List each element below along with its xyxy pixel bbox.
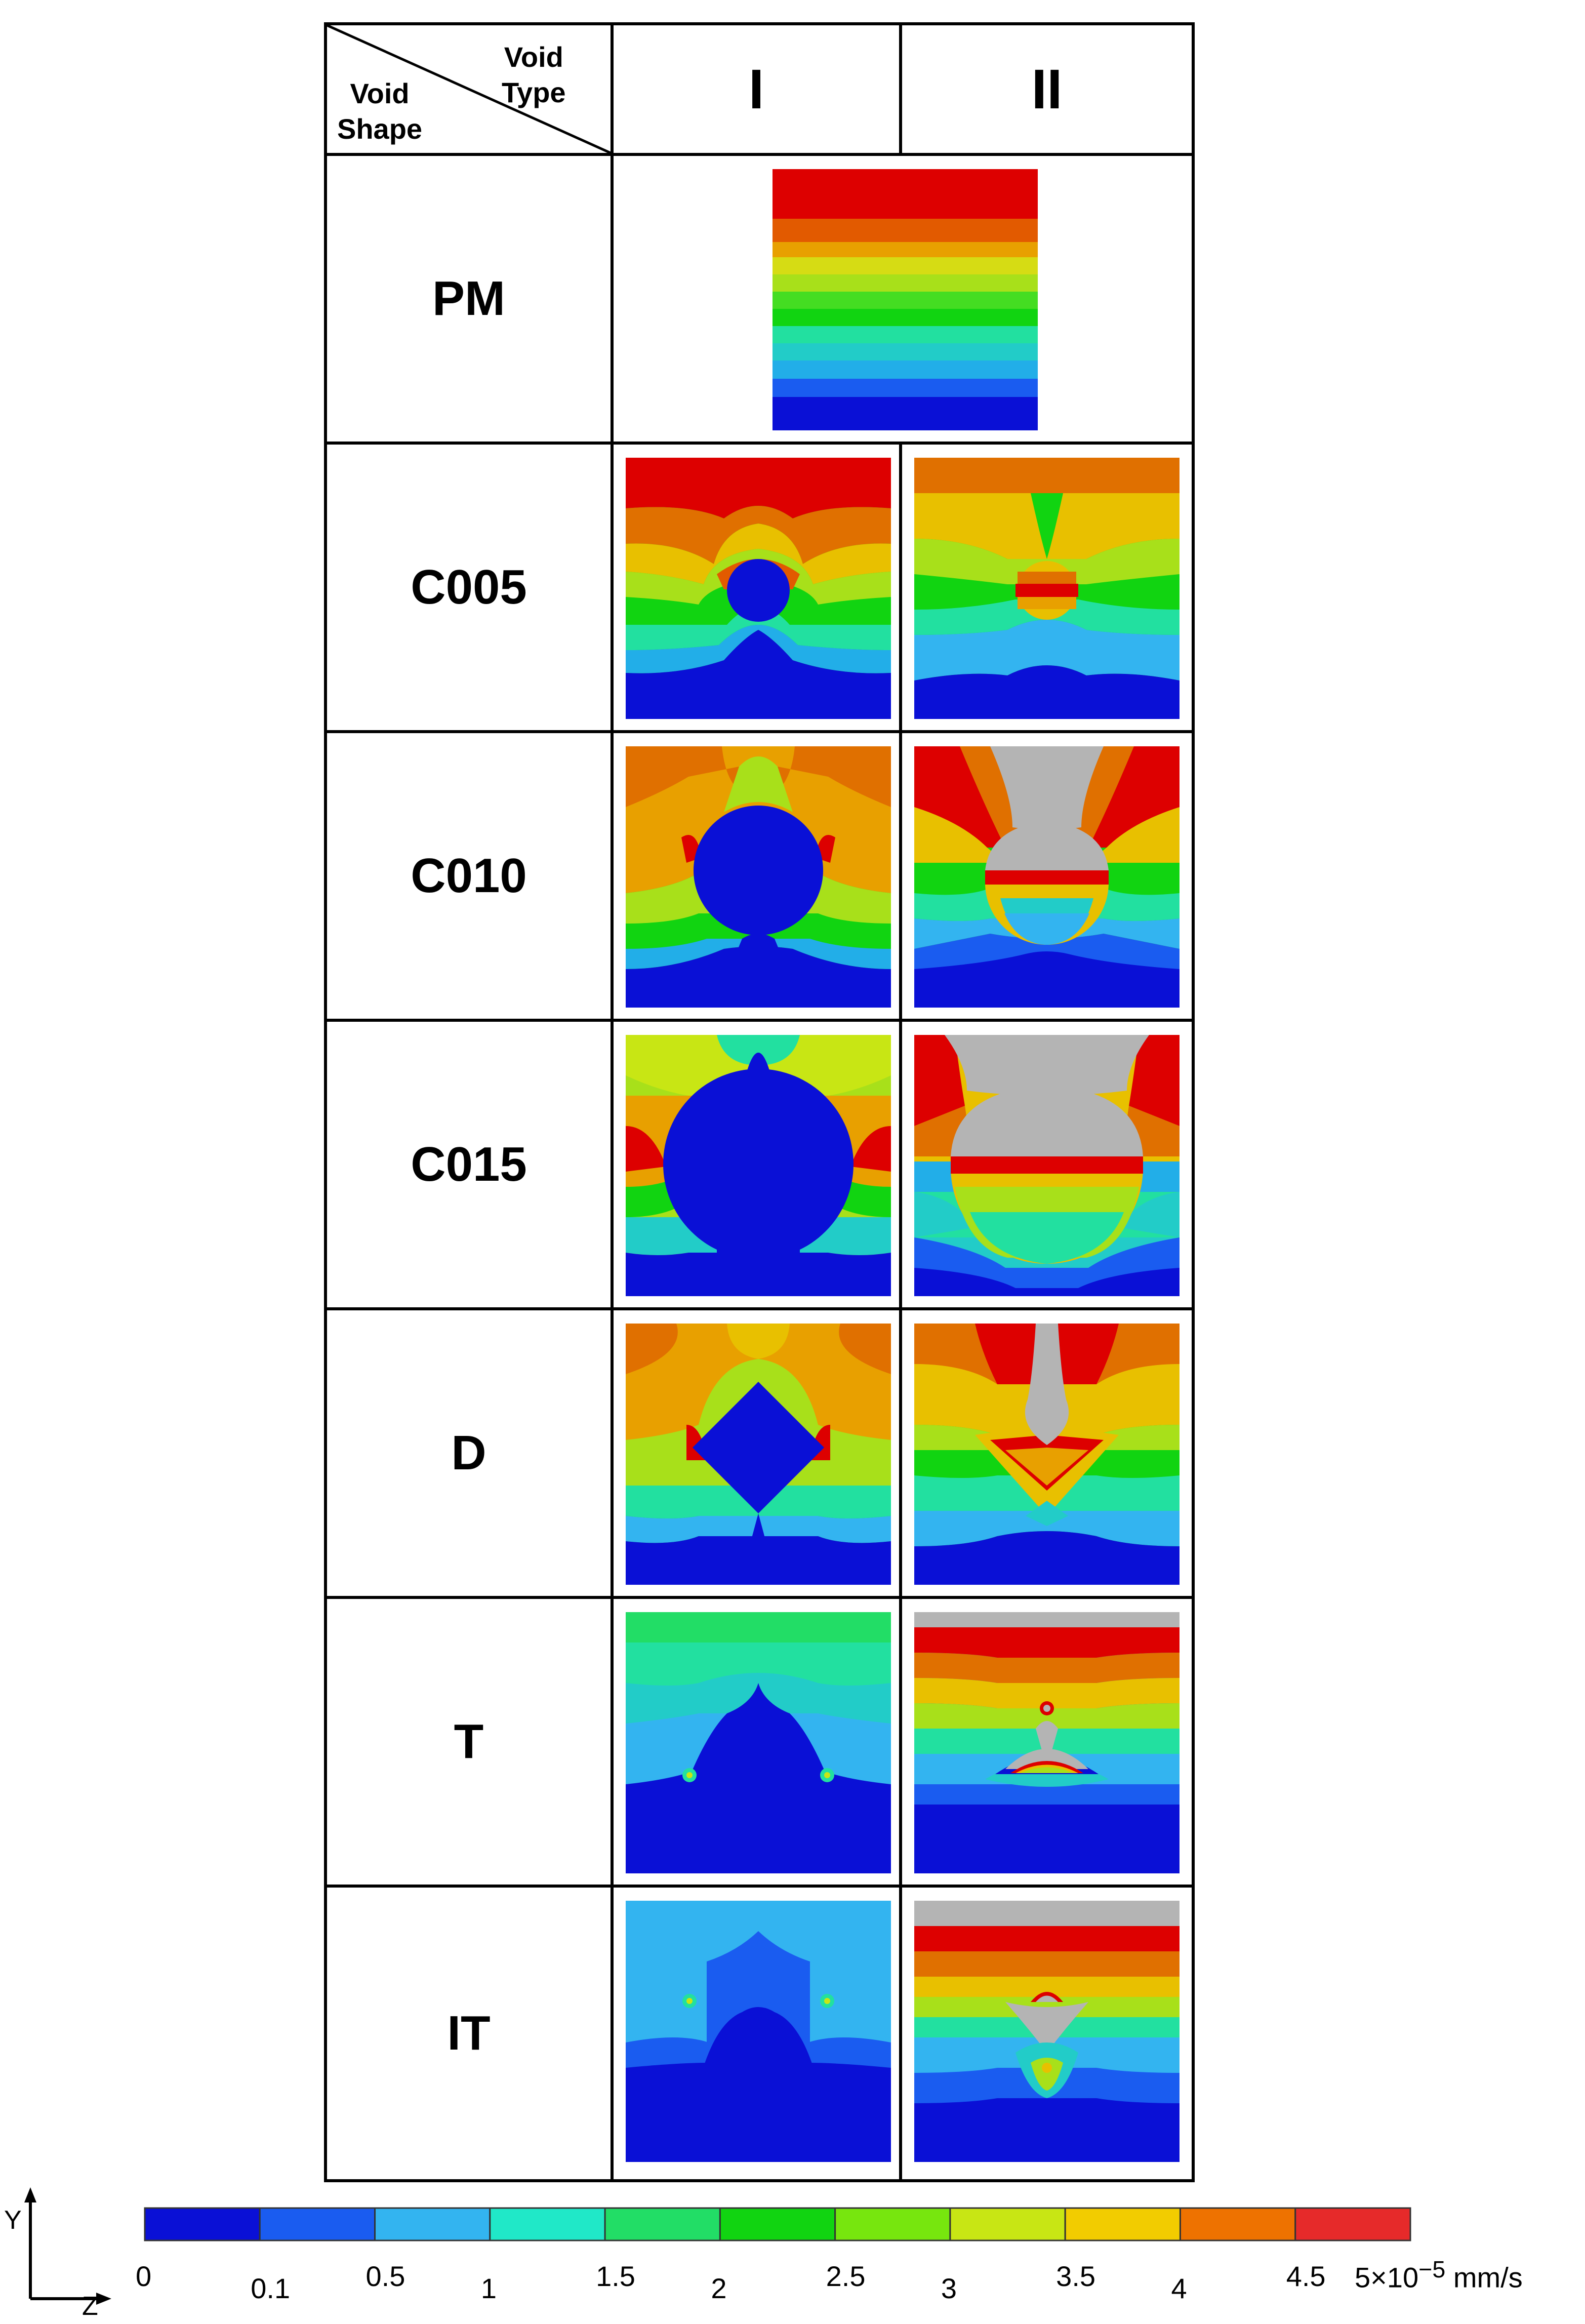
colorbar-tick-label: 4: [1171, 2272, 1187, 2304]
row-label-c005: C005: [411, 560, 527, 614]
contour-plot-c015-type-ii: [914, 1035, 1180, 1296]
row-separator: [327, 442, 1192, 445]
colorbar-tick-label: 0.5: [365, 2260, 405, 2292]
row-separator: [327, 1596, 1192, 1599]
row-label-c015: C015: [411, 1137, 527, 1191]
row-label-pm: PM: [432, 271, 505, 326]
axis-label-y: Y: [4, 2206, 22, 2235]
column-separator: [611, 25, 614, 2179]
contour-plot-d-type-ii: [914, 1324, 1180, 1585]
row-separator: [327, 730, 1192, 733]
colorbar-segment: [1179, 2207, 1296, 2241]
column-header-ii: II: [1031, 58, 1063, 121]
corner-top-word-2: Type: [502, 76, 566, 108]
contour-table: Void Type Void Shape I II PM C005 C010 C…: [324, 22, 1195, 2182]
contour-plot-t-type-ii: [914, 1612, 1180, 1873]
row-label-d: D: [451, 1426, 486, 1480]
colorbar-ticks: 0 0.1 0.5 1 1.5 2 2.5 3 3.5 4 4.5 5×10−5 mm/s: [136, 2251, 1559, 2304]
colorbar-tick-label: 0: [136, 2260, 152, 2292]
colorbar-tick-label: 1.5: [596, 2260, 635, 2292]
corner-left-word-2: Shape: [337, 113, 423, 145]
contour-plot-c010-type-ii: [914, 746, 1180, 1008]
contour-plot-c005-type-i: [626, 458, 891, 719]
corner-header-void-type: Void Type: [502, 39, 566, 110]
corner-left-word-1: Void: [350, 77, 410, 109]
contour-plot-it-type-ii: [914, 1901, 1180, 2162]
colorbar-max-label: 5×10−5 mm/s: [1355, 2256, 1523, 2294]
colorbar-exponent: −5: [1418, 2256, 1446, 2282]
column-header-i: I: [748, 58, 764, 121]
corner-top-word-1: Void: [504, 41, 563, 73]
colorbar-segment: [949, 2207, 1066, 2241]
row-label-t: T: [454, 1714, 484, 1769]
colorbar-tick-label: 3.5: [1056, 2260, 1096, 2292]
contour-plot-it-type-i: [626, 1901, 891, 2162]
colorbar-segment: [719, 2207, 836, 2241]
colorbar-tick-label: 3: [941, 2272, 957, 2304]
colorbar-segment: [1064, 2207, 1181, 2241]
row-label-it: IT: [447, 2006, 491, 2060]
contour-plot-c010-type-i: [626, 746, 891, 1008]
column-separator: [899, 442, 902, 2179]
column-separator: [899, 25, 902, 153]
axis-label-z: Z: [82, 2292, 98, 2321]
colorbar-segment: [604, 2207, 721, 2241]
colorbar-tick-label: 2.5: [826, 2260, 866, 2292]
row-separator: [327, 1885, 1192, 1888]
axis-triad-icon: [24, 2187, 111, 2305]
contour-plot-pm: [773, 169, 1038, 430]
colorbar-tick-label: 4.5: [1286, 2260, 1326, 2292]
colorbar-segment: [259, 2207, 376, 2241]
row-separator: [327, 153, 1192, 156]
colorbar-tick-label: 0.1: [251, 2272, 291, 2304]
colorbar-segment: [374, 2207, 491, 2241]
row-label-c010: C010: [411, 849, 527, 903]
row-separator: [327, 1019, 1192, 1022]
contour-plot-d-type-i: [626, 1324, 891, 1585]
colorbar-tick-label: 2: [711, 2272, 727, 2304]
contour-plot-c015-type-i: [626, 1035, 891, 1296]
contour-plot-c005-type-ii: [914, 458, 1180, 719]
colorbar-unit: mm/s: [1445, 2261, 1523, 2294]
contour-plot-t-type-i: [626, 1612, 891, 1873]
colorbar-segment: [489, 2207, 606, 2241]
colorbar: [144, 2207, 1411, 2241]
corner-diagonal: [327, 25, 611, 153]
colorbar-max-value: 5×10: [1355, 2261, 1419, 2294]
colorbar-segment: [834, 2207, 951, 2241]
row-separator: [327, 1307, 1192, 1310]
colorbar-segment: [1294, 2207, 1411, 2241]
colorbar-segment: [144, 2207, 261, 2241]
colorbar-tick-label: 1: [480, 2272, 497, 2304]
corner-header-void-shape: Void Shape: [337, 76, 422, 147]
